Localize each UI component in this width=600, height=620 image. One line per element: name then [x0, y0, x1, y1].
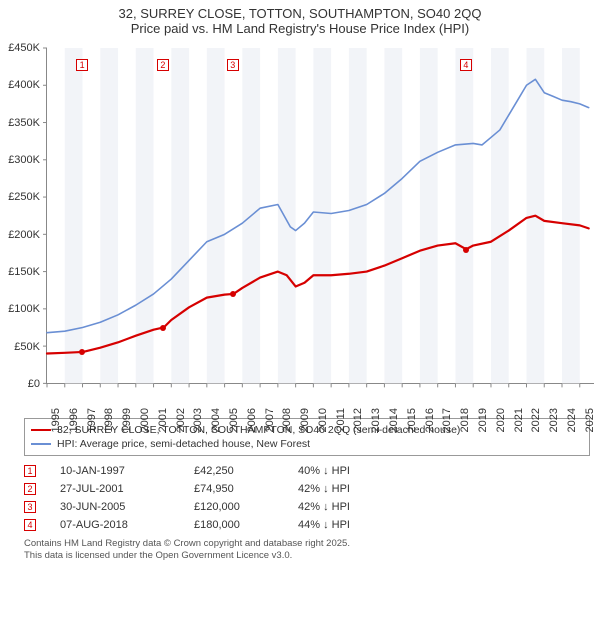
x-tick-label: 2015: [406, 408, 418, 432]
row-marker-3: 3: [24, 501, 36, 513]
row-delta: 42% ↓ HPI: [298, 483, 398, 495]
x-tick-label: 2007: [264, 408, 276, 432]
chart-title-line1: 32, SURREY CLOSE, TOTTON, SOUTHAMPTON, S…: [4, 6, 596, 21]
x-tick-label: 2019: [477, 408, 489, 432]
x-tick-label: 2020: [495, 408, 507, 432]
x-tick-label: 1999: [121, 408, 133, 432]
row-delta: 42% ↓ HPI: [298, 501, 398, 513]
footnote-line2: This data is licensed under the Open Gov…: [24, 550, 590, 562]
x-tick-label: 2001: [157, 408, 169, 432]
y-tick-label: £100K: [0, 303, 40, 315]
x-tick-label: 2010: [317, 408, 329, 432]
row-date: 07-AUG-2018: [60, 519, 170, 531]
x-tick-label: 2016: [424, 408, 436, 432]
transactions-table: 1 10-JAN-1997 £42,250 40% ↓ HPI 2 27-JUL…: [24, 462, 590, 534]
y-tick-label: £400K: [0, 79, 40, 91]
y-tick-label: £250K: [0, 191, 40, 203]
chart-marker-box: 3: [227, 59, 239, 71]
x-tick-label: 1995: [50, 408, 62, 432]
x-tick-label: 2024: [566, 408, 578, 432]
legend-label-hpi: HPI: Average price, semi-detached house,…: [57, 438, 310, 450]
row-price: £74,950: [194, 483, 274, 495]
x-tick-label: 2003: [193, 408, 205, 432]
chart-marker-dot: [160, 325, 166, 331]
table-row: 4 07-AUG-2018 £180,000 44% ↓ HPI: [24, 516, 590, 534]
footnote-line1: Contains HM Land Registry data © Crown c…: [24, 538, 590, 550]
x-tick-label: 2022: [531, 408, 543, 432]
row-marker-1: 1: [24, 465, 36, 477]
y-tick-label: £0: [0, 378, 40, 390]
y-tick-label: £150K: [0, 266, 40, 278]
x-tick-label: 2006: [246, 408, 258, 432]
y-tick-label: £50K: [0, 341, 40, 353]
table-row: 1 10-JAN-1997 £42,250 40% ↓ HPI: [24, 462, 590, 480]
legend-swatch-property: [31, 429, 51, 431]
chart-marker-box: 4: [460, 59, 472, 71]
x-tick-label: 2017: [442, 408, 454, 432]
row-delta: 40% ↓ HPI: [298, 465, 398, 477]
row-price: £180,000: [194, 519, 274, 531]
x-tick-label: 2000: [139, 408, 151, 432]
x-tick-label: 1997: [86, 408, 98, 432]
chart-marker-dot: [230, 291, 236, 297]
legend-item-hpi: HPI: Average price, semi-detached house,…: [31, 437, 583, 451]
x-tick-label: 2018: [459, 408, 471, 432]
x-tick-label: 2014: [388, 408, 400, 432]
x-tick-label: 2025: [584, 408, 596, 432]
row-delta: 44% ↓ HPI: [298, 519, 398, 531]
y-tick-label: £350K: [0, 117, 40, 129]
chart-area: £0 £50K £100K £150K £200K £250K £300K £350K £400…: [0, 42, 600, 412]
x-tick-label: 2009: [299, 408, 311, 432]
chart-marker-box: 2: [157, 59, 169, 71]
x-tick-label: 1996: [68, 408, 80, 432]
legend-swatch-hpi: [31, 443, 51, 445]
row-marker-4: 4: [24, 519, 36, 531]
row-date: 30-JUN-2005: [60, 501, 170, 513]
x-tick-label: 2012: [353, 408, 365, 432]
chart-marker-dot: [463, 247, 469, 253]
x-tick-label: 2011: [335, 408, 347, 432]
x-tick-label: 1998: [104, 408, 116, 432]
y-tick-label: £200K: [0, 229, 40, 241]
row-price: £120,000: [194, 501, 274, 513]
table-row: 3 30-JUN-2005 £120,000 42% ↓ HPI: [24, 498, 590, 516]
x-tick-label: 2023: [548, 408, 560, 432]
plot-region: [46, 48, 594, 384]
row-marker-2: 2: [24, 483, 36, 495]
y-tick-label: £450K: [0, 42, 40, 54]
row-date: 27-JUL-2001: [60, 483, 170, 495]
chart-marker-box: 1: [76, 59, 88, 71]
x-tick-label: 2004: [210, 408, 222, 432]
x-tick-label: 2005: [228, 408, 240, 432]
plot-svg: [47, 48, 594, 383]
x-tick-label: 2013: [370, 408, 382, 432]
x-tick-label: 2021: [513, 408, 525, 432]
chart-marker-dot: [79, 349, 85, 355]
x-tick-label: 2008: [282, 408, 294, 432]
footnote: Contains HM Land Registry data © Crown c…: [24, 538, 590, 563]
chart-title-block: 32, SURREY CLOSE, TOTTON, SOUTHAMPTON, S…: [0, 0, 600, 38]
row-date: 10-JAN-1997: [60, 465, 170, 477]
chart-title-line2: Price paid vs. HM Land Registry's House …: [4, 21, 596, 36]
row-price: £42,250: [194, 465, 274, 477]
x-tick-label: 2002: [175, 408, 187, 432]
y-tick-label: £300K: [0, 154, 40, 166]
table-row: 2 27-JUL-2001 £74,950 42% ↓ HPI: [24, 480, 590, 498]
